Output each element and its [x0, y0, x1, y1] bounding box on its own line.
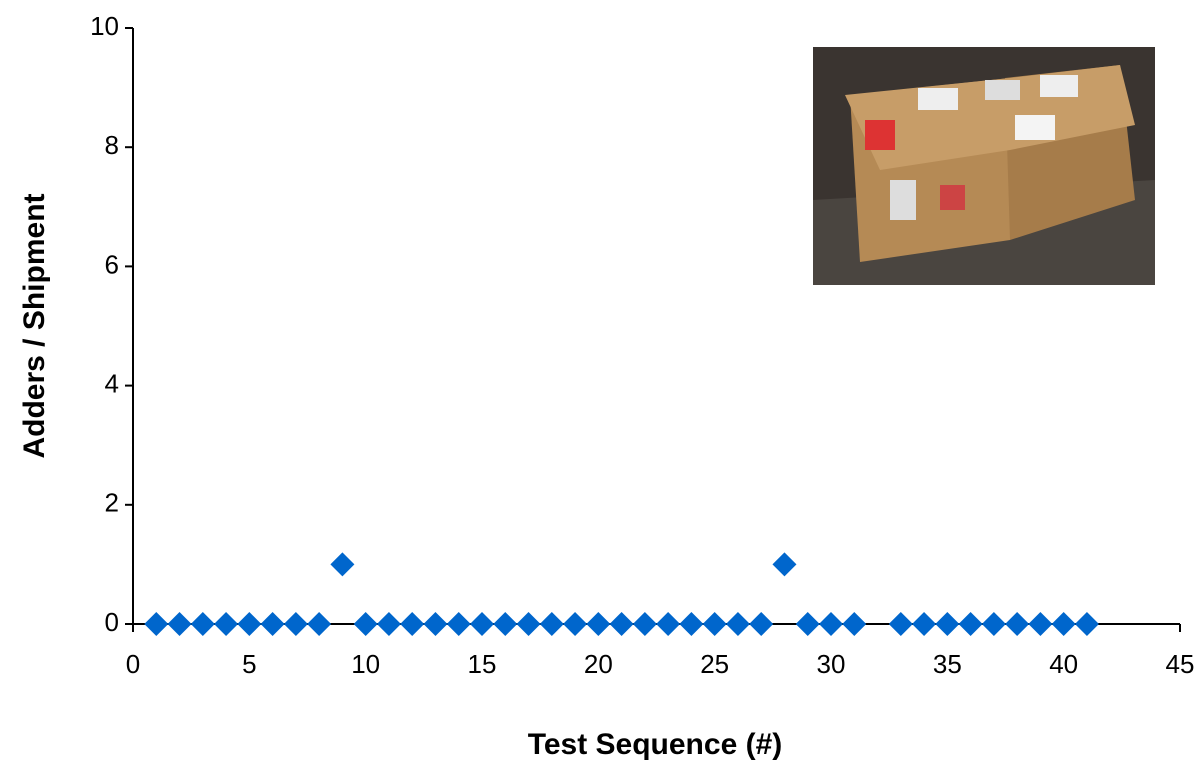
x-axis-title: Test Sequence (#): [528, 728, 783, 761]
x-tick-label: 40: [1049, 649, 1078, 679]
y-tick-label: 8: [105, 130, 119, 160]
point: [1005, 612, 1029, 636]
page: {"chart_data": {"type": "scatter", "x_la…: [0, 0, 1203, 772]
y-tick-label: 2: [105, 488, 119, 518]
photo-label: [865, 120, 895, 150]
point: [749, 612, 773, 636]
point: [610, 612, 634, 636]
point: [261, 612, 285, 636]
point: [517, 612, 541, 636]
y-tick-label: 0: [105, 607, 119, 637]
point: [889, 612, 913, 636]
y-axis-title: Adders / Shipment: [18, 193, 51, 458]
point: [1028, 612, 1052, 636]
point: [959, 612, 983, 636]
photo-label: [940, 185, 965, 210]
point: [400, 612, 424, 636]
x-tick-label: 5: [242, 649, 256, 679]
point: [912, 612, 936, 636]
x-tick-label: 30: [817, 649, 846, 679]
point: [563, 612, 587, 636]
point: [772, 552, 796, 576]
point: [633, 612, 657, 636]
y-tick-label: 4: [105, 368, 119, 398]
x-tick-label: 25: [700, 649, 729, 679]
point: [377, 612, 401, 636]
point: [307, 612, 331, 636]
point: [354, 612, 378, 636]
x-tick-label: 45: [1166, 649, 1195, 679]
point: [703, 612, 727, 636]
point: [330, 552, 354, 576]
y-tick-label: 6: [105, 249, 119, 279]
x-tick-label: 0: [126, 649, 140, 679]
point: [1075, 612, 1099, 636]
point: [796, 612, 820, 636]
y-tick-label: 10: [90, 11, 119, 41]
point: [842, 612, 866, 636]
point: [679, 612, 703, 636]
point: [144, 612, 168, 636]
point: [214, 612, 238, 636]
point: [284, 612, 308, 636]
point: [423, 612, 447, 636]
point: [447, 612, 471, 636]
photo-label: [918, 88, 958, 110]
x-tick-label: 20: [584, 649, 613, 679]
point: [470, 612, 494, 636]
photo-label: [1040, 75, 1078, 97]
point: [982, 612, 1006, 636]
point: [493, 612, 517, 636]
point: [935, 612, 959, 636]
point: [819, 612, 843, 636]
x-tick-label: 10: [351, 649, 380, 679]
chart: Test Sequence (#) Adders / Shipment 0 2 4 6…: [0, 0, 1203, 767]
point: [726, 612, 750, 636]
photo-label: [890, 180, 916, 220]
point: [540, 612, 564, 636]
point: [656, 612, 680, 636]
point: [191, 612, 215, 636]
point: [586, 612, 610, 636]
photo-inset: [813, 47, 1155, 285]
x-tick-label: 35: [933, 649, 962, 679]
point: [237, 612, 261, 636]
photo-label: [1015, 115, 1055, 140]
photo-label: [985, 80, 1020, 100]
x-tick-label: 15: [468, 649, 497, 679]
point: [168, 612, 192, 636]
point: [1052, 612, 1076, 636]
